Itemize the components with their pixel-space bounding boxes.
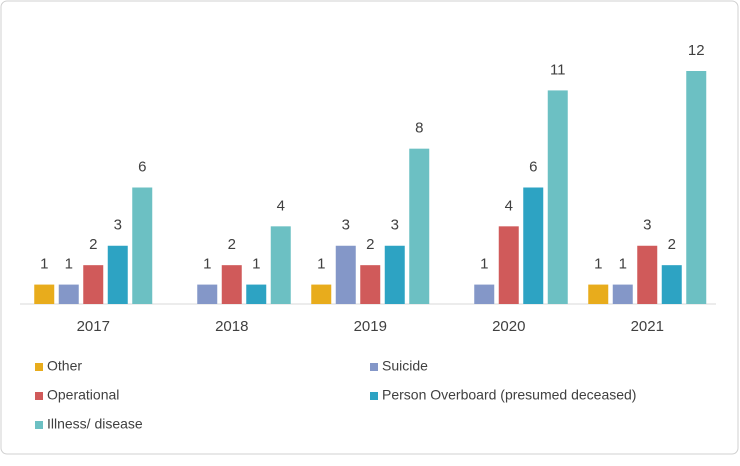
bar (547, 90, 568, 305)
bar (83, 265, 104, 304)
data-label: 1 (203, 256, 211, 273)
legend-label: Illness/ disease (47, 416, 143, 432)
data-label: 11 (550, 61, 566, 78)
bar (498, 226, 519, 304)
legend-label: Person Overboard (presumed deceased) (382, 387, 636, 403)
bar (409, 148, 430, 304)
bar (270, 226, 291, 304)
x-tick-label: 2020 (492, 318, 525, 335)
data-label: 1 (317, 256, 325, 273)
legend-label: Operational (47, 387, 119, 403)
legend-swatch (35, 421, 43, 429)
data-label: 2 (366, 236, 374, 253)
data-label: 1 (252, 256, 260, 273)
bar (637, 245, 658, 304)
data-label: 12 (688, 42, 705, 59)
data-label: 8 (415, 120, 423, 137)
bar (221, 265, 242, 304)
x-tick-label: 2021 (631, 318, 664, 335)
bar (588, 284, 609, 304)
bar (384, 245, 405, 304)
data-label: 3 (342, 217, 350, 234)
data-label: 3 (391, 217, 399, 234)
data-label: 6 (529, 158, 537, 175)
bar (612, 284, 633, 304)
data-label: 2 (668, 236, 676, 253)
bar (34, 284, 55, 304)
data-label: 1 (65, 256, 73, 273)
bar (360, 265, 381, 304)
data-label: 1 (619, 256, 627, 273)
data-label: 3 (643, 217, 651, 234)
legend-swatch (370, 363, 378, 371)
data-label: 2 (89, 236, 97, 253)
data-label: 3 (114, 217, 122, 234)
legend-label: Suicide (382, 358, 428, 374)
data-label: 6 (138, 158, 146, 175)
data-label: 4 (277, 197, 285, 214)
bar (246, 284, 267, 304)
data-label: 1 (480, 256, 488, 273)
x-tick-label: 2018 (215, 318, 248, 335)
legend-swatch (370, 392, 378, 400)
data-label: 2 (228, 236, 236, 253)
x-tick-label: 2019 (354, 318, 387, 335)
legend-swatch (35, 363, 43, 371)
bar (311, 284, 332, 304)
bar (58, 284, 79, 304)
bar (132, 187, 153, 304)
x-tick-label: 2017 (77, 318, 110, 335)
bar (197, 284, 218, 304)
bar (523, 187, 544, 304)
data-label: 1 (40, 256, 48, 273)
data-label: 1 (594, 256, 602, 273)
bar (686, 71, 707, 304)
data-label: 4 (505, 197, 513, 214)
bar (335, 245, 356, 304)
legend-swatch (35, 392, 43, 400)
legend-label: Other (47, 358, 82, 374)
bar (474, 284, 495, 304)
bar (107, 245, 128, 304)
bar (661, 265, 682, 304)
